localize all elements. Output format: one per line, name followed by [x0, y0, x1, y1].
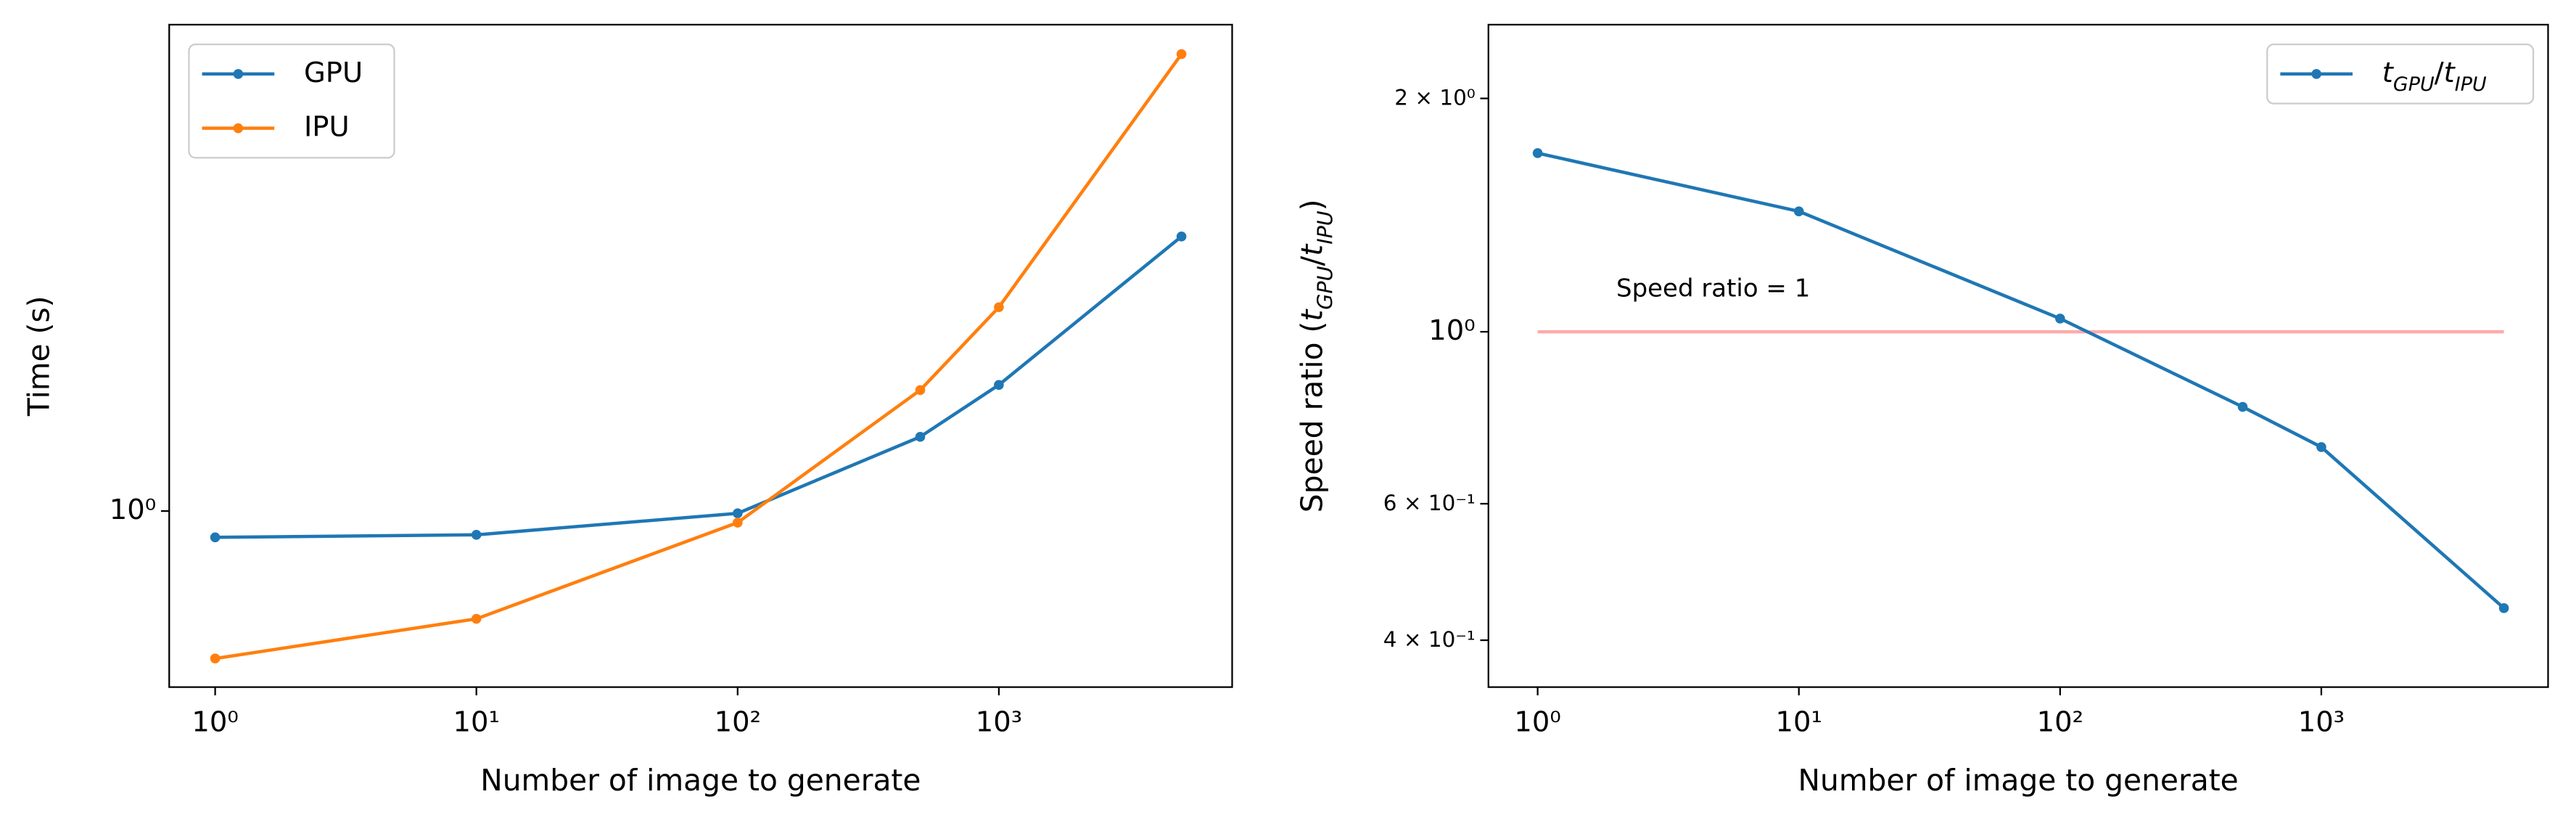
data-point — [210, 532, 221, 543]
data-point — [2498, 603, 2509, 613]
data-point — [733, 518, 743, 528]
legend-marker — [2311, 69, 2321, 79]
series-line — [215, 235, 1183, 539]
x-tick-label: 10³ — [2298, 706, 2345, 738]
data-point — [994, 380, 1004, 390]
x-tick-label: 10⁰ — [1514, 706, 1560, 738]
y-axis-label: Time (s) — [22, 295, 57, 417]
y-axis-label: Speed ratio (tGPU/tIPU) — [1295, 199, 1337, 512]
data-point — [210, 653, 221, 663]
data-point — [733, 508, 743, 519]
legend-marker — [233, 123, 244, 134]
axes-frame — [1487, 23, 2549, 688]
y-tick-label: 10⁰ — [110, 494, 156, 526]
data-point — [1793, 206, 1804, 216]
legend-label: GPU — [304, 56, 363, 89]
legend-label: IPU — [304, 110, 350, 143]
data-point — [2055, 314, 2065, 324]
legend-marker — [233, 69, 244, 79]
annotation: Speed ratio = 1 — [1616, 274, 1810, 303]
data-point — [2237, 401, 2248, 412]
x-axis-label: Number of image to generate — [480, 763, 921, 798]
data-point — [994, 302, 1004, 313]
series-line — [215, 53, 1183, 661]
axes-frame — [168, 23, 1233, 688]
x-tick-label: 10² — [715, 706, 761, 738]
data-point — [471, 613, 482, 624]
data-point — [1176, 49, 1187, 60]
data-point — [1532, 148, 1543, 158]
legend-box — [188, 44, 395, 159]
x-tick-label: 10¹ — [1776, 706, 1822, 738]
y-tick-label: 6 × 10⁻¹ — [1383, 490, 1476, 515]
legend-label: tGPU/tIPU — [2382, 56, 2487, 95]
data-point — [1176, 232, 1187, 242]
data-point — [915, 432, 926, 442]
y-tick-label: 2 × 10⁰ — [1394, 85, 1475, 110]
x-tick-label: 10² — [2037, 706, 2083, 738]
series-line — [1537, 151, 2506, 610]
x-tick-label: 10⁰ — [192, 706, 238, 738]
data-point — [471, 530, 482, 540]
x-tick-label: 10¹ — [453, 706, 500, 738]
data-point — [2316, 442, 2326, 452]
y-tick-label: 10⁰ — [1428, 314, 1475, 347]
x-tick-label: 10³ — [976, 706, 1022, 738]
data-point — [915, 385, 926, 396]
x-axis-label: Number of image to generate — [1798, 763, 2239, 798]
y-tick-label: 4 × 10⁻¹ — [1383, 627, 1476, 652]
legend-box — [2266, 44, 2535, 105]
